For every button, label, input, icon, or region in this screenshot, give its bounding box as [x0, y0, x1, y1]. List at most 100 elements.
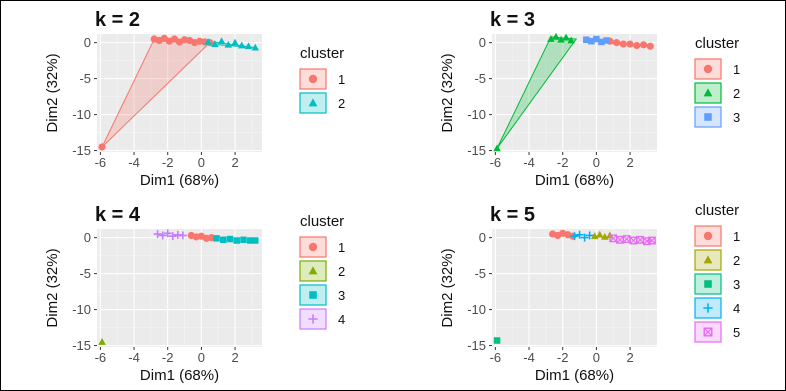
y-tick-label: -5	[79, 266, 91, 281]
data-point	[178, 231, 187, 240]
legend-symbol	[308, 266, 318, 275]
x-tick-label: -6	[95, 155, 107, 170]
legend-label: 3	[733, 277, 740, 292]
legend-label: 1	[338, 240, 345, 255]
data-point	[226, 235, 234, 243]
series-cluster-3	[493, 337, 501, 344]
y-tick-label: -5	[474, 266, 486, 281]
legend-symbol	[703, 88, 713, 97]
x-tick-label: -6	[95, 350, 107, 365]
data-point	[98, 338, 106, 345]
legend: cluster 1 2 3 4	[299, 213, 345, 330]
legend-item-1: 1	[299, 68, 345, 90]
legend-symbol	[703, 255, 713, 264]
y-tick-label: -15	[72, 143, 91, 158]
data-point	[598, 38, 605, 46]
data-point-x	[609, 234, 617, 243]
data-point	[567, 36, 575, 44]
x-axis-label: Dim1 (68%)	[535, 367, 614, 384]
data-point	[557, 35, 565, 43]
legend: cluster 1 2	[299, 45, 345, 114]
legend: cluster 1 2 3 4 5	[694, 202, 740, 343]
data-point	[163, 229, 172, 238]
facet-k2: k = 2 -6 -4 -2 0 2 0 -5 -10 -15 Dim1 (68%) Dim2 (32…	[44, 9, 345, 189]
data-point	[213, 235, 220, 242]
x-tick-label: 2	[626, 350, 633, 365]
y-axis-label: Dim2 (32%)	[44, 248, 61, 327]
data-point	[238, 41, 246, 49]
data-point	[552, 32, 560, 40]
legend-symbol	[308, 314, 318, 324]
data-point	[240, 236, 247, 244]
legend-item-1: 1	[694, 58, 740, 80]
data-point	[648, 236, 656, 245]
data-point	[98, 143, 106, 151]
legend-symbol	[308, 98, 318, 107]
legend-label: 3	[338, 288, 345, 303]
legend-label: 3	[733, 110, 740, 125]
data-point	[588, 37, 595, 45]
data-point	[570, 232, 579, 241]
data-point-x	[636, 236, 644, 244]
data-point-box	[642, 237, 651, 246]
data-point-x	[623, 235, 631, 243]
y-tick-label: 0	[479, 35, 486, 50]
legend-item-2: 2	[299, 92, 345, 114]
legend-item-3: 3	[299, 284, 345, 306]
data-point	[231, 38, 239, 46]
legend-symbol	[703, 303, 713, 313]
data-point	[252, 237, 259, 244]
legend-item-3: 3	[694, 106, 740, 128]
legend-item-2: 2	[694, 249, 740, 271]
legend-label: 5	[733, 325, 740, 340]
legend-item-1: 1	[694, 225, 740, 247]
y-tick-label: -5	[474, 71, 486, 86]
x-tick-label: -4	[523, 155, 535, 170]
y-tick-label: -10	[72, 302, 91, 317]
data-point	[158, 231, 167, 240]
legend-symbol	[704, 280, 712, 288]
data-point	[168, 232, 177, 241]
facet-title: k = 2	[95, 9, 140, 31]
x-tick-label: 2	[231, 155, 238, 170]
legend-symbol	[703, 327, 713, 337]
y-axis-label: Dim2 (32%)	[44, 53, 61, 132]
plot-panel	[97, 229, 262, 347]
y-axis-label: Dim2 (32%)	[439, 53, 456, 132]
legend-title: cluster	[695, 35, 739, 52]
data-point	[493, 144, 501, 152]
data-point	[562, 33, 570, 41]
y-tick-label: 0	[84, 230, 91, 245]
x-tick-label: -2	[162, 155, 174, 170]
data-point	[646, 42, 654, 50]
series-cluster-5	[609, 234, 656, 246]
data-point	[612, 39, 621, 47]
legend-item-3: 3	[694, 273, 740, 295]
data-point	[575, 230, 584, 239]
y-tick-label: -15	[467, 338, 486, 353]
series-cluster-3	[583, 35, 610, 46]
data-point	[220, 236, 227, 244]
series-cluster-2	[98, 338, 106, 345]
gridlines	[492, 229, 657, 347]
facet-k3: k = 3 -6 -4 -2 0 2 0 -5 -10 -15 Dim1 (68%) Dim2 (32…	[439, 9, 740, 189]
data-point	[619, 40, 627, 48]
facet-title: k = 4	[95, 204, 141, 226]
legend-item-2: 2	[694, 82, 740, 104]
legend-item-2: 2	[299, 260, 345, 282]
x-tick-label: 2	[626, 155, 633, 170]
gridlines	[492, 34, 657, 152]
data-point	[224, 40, 233, 48]
plot-panel	[492, 34, 657, 152]
x-tick-label: -2	[557, 350, 569, 365]
y-tick-label: -10	[72, 107, 91, 122]
data-point	[251, 43, 260, 51]
y-tick-label: 0	[479, 230, 486, 245]
x-axis-label: Dim1 (68%)	[535, 172, 614, 189]
y-axis-label: Dim2 (32%)	[439, 248, 456, 327]
data-point	[217, 37, 226, 45]
series-cluster-4	[153, 229, 187, 241]
legend-item-4: 4	[299, 308, 345, 330]
legend-title: cluster	[300, 45, 344, 62]
